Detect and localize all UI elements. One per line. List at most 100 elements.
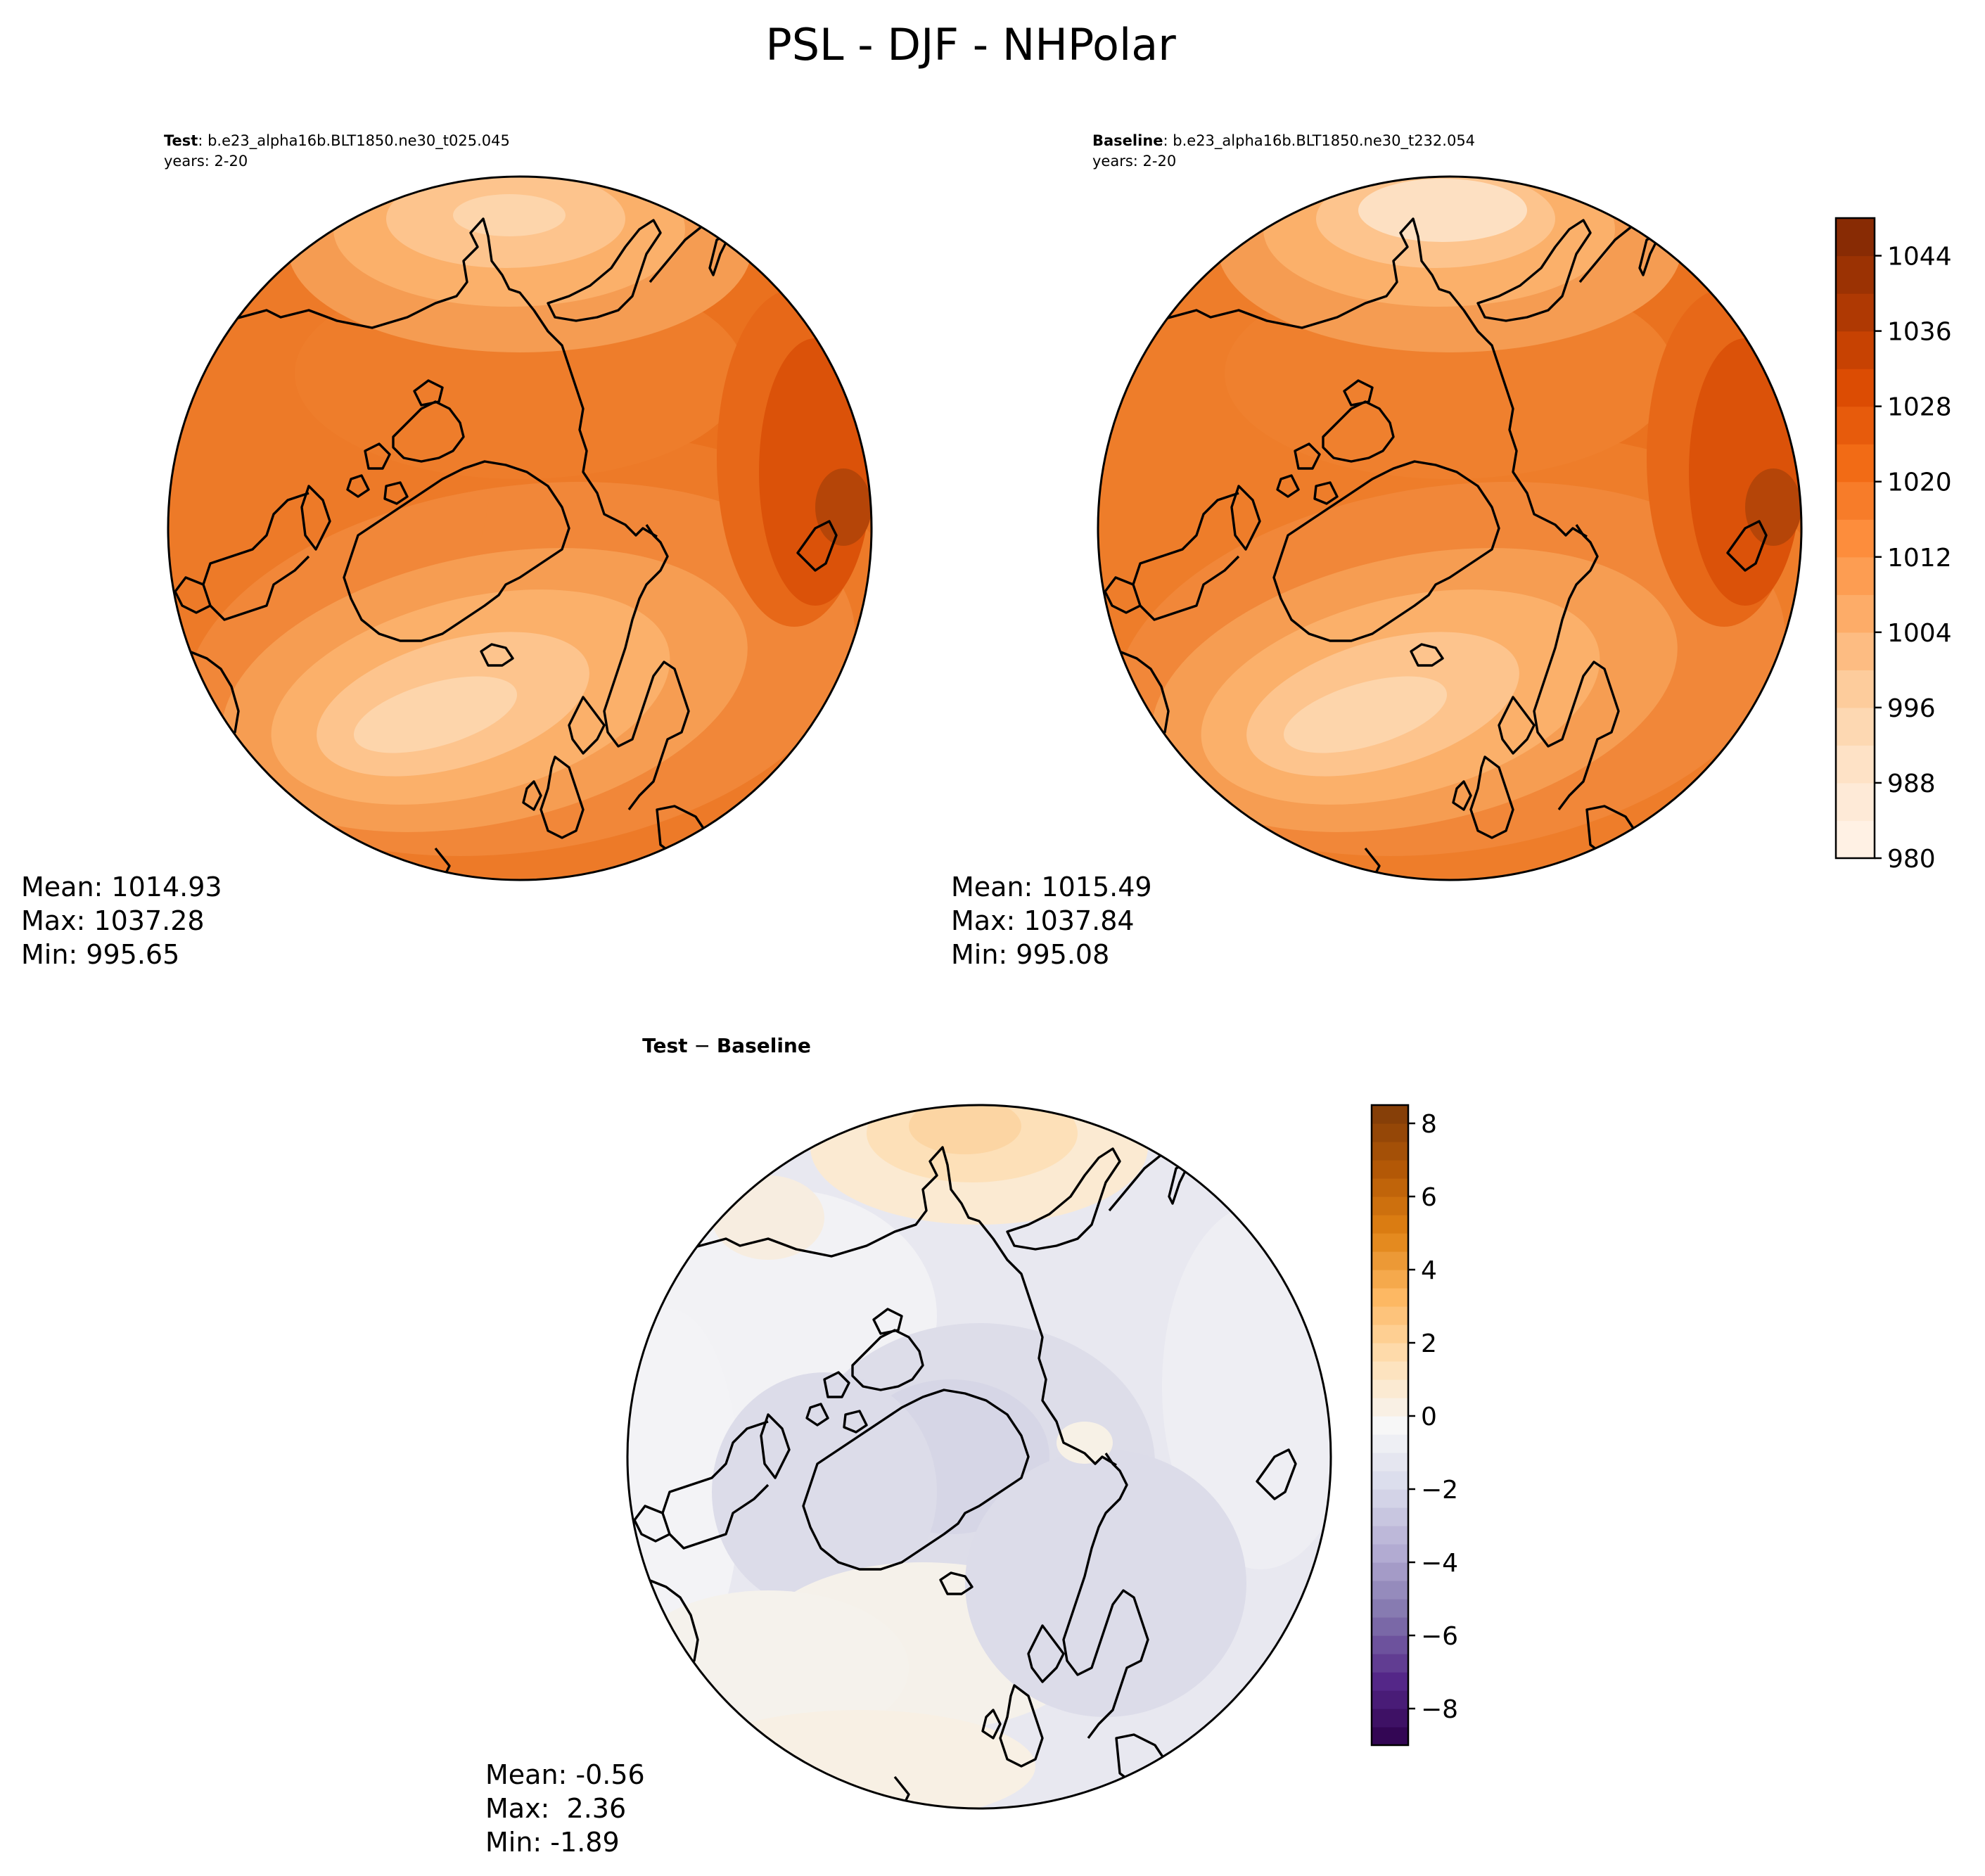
baseline-years: years: 2-20 (1092, 153, 1176, 170)
diff-colorbar-level-band (1372, 1197, 1408, 1215)
psl-colorbar-frame (1834, 217, 1876, 860)
psl-colorbar-level-band (1836, 556, 1875, 595)
diff-colorbar-level-band (1372, 1361, 1408, 1380)
psl-colorbar-level-band (1836, 594, 1875, 633)
diff-colorbar-level-band (1372, 1544, 1408, 1563)
diff-colorbar-level-band (1372, 1251, 1408, 1270)
baseline-min: Min: 995.08 (951, 939, 1109, 970)
diff-max: Max: 2.36 (485, 1793, 626, 1824)
psl-colorbar-level-band (1836, 519, 1875, 558)
psl-colorbar-tick-label: 1044 (1887, 243, 1952, 272)
psl-colorbar-level-band (1836, 255, 1875, 294)
psl-colorbar-level-band (1836, 293, 1875, 332)
baseline-label: Baseline (1092, 132, 1163, 149)
test-stats: Mean: 1014.93 Max: 1037.28 Min: 995.65 (21, 872, 222, 970)
psl-colorbar-tick-label: 1028 (1887, 393, 1952, 422)
difference-map (626, 1104, 1332, 1810)
baseline-max: Max: 1037.84 (951, 905, 1135, 936)
diff-min: Min: -1.89 (485, 1827, 620, 1858)
diff-colorbar-level-band (1372, 1160, 1408, 1179)
diff-colorbar-level-band (1372, 1507, 1408, 1526)
test-map (167, 175, 873, 881)
baseline-mean: Mean: 1015.49 (951, 872, 1152, 902)
psl-colorbar-level-band (1836, 820, 1875, 859)
panel-test: Test: b.e23_alpha16b.BLT1850.ne30_t025.0… (21, 132, 873, 970)
diff-colorbar-tick-label: 8 (1421, 1110, 1437, 1139)
diff-colorbar-level-band (1372, 1142, 1408, 1161)
diff-colorbar-tick-label: 2 (1421, 1329, 1437, 1358)
diff-colorbar-level-band (1372, 1288, 1408, 1307)
psl-colorbar-level-band (1836, 632, 1875, 670)
diff-colorbar-tick-label: −2 (1421, 1476, 1458, 1505)
diff-colorbar-level-band (1372, 1270, 1408, 1289)
test-max: Max: 1037.28 (21, 905, 205, 936)
diff-colorbar-level-band (1372, 1306, 1408, 1325)
diff-colorbar-level-band (1372, 1635, 1408, 1654)
test-case-name: : b.e23_alpha16b.BLT1850.ne30_t025.045 (198, 132, 510, 150)
diff-panel-title: Test − Baseline (642, 1034, 811, 1057)
diff-mean: Mean: -0.56 (485, 1759, 645, 1790)
diff-colorbar-level-band (1372, 1178, 1408, 1197)
diff-colorbar-tick-label: −6 (1421, 1622, 1458, 1651)
diff-colorbar-level-band (1372, 1489, 1408, 1508)
diff-colorbar-level-band (1372, 1617, 1408, 1636)
diff-colorbar-level-band (1372, 1215, 1408, 1234)
psl-colorbar-tick-label: 1012 (1887, 544, 1952, 573)
diff-label-test: Test (642, 1034, 687, 1057)
diff-colorbar-level-band (1372, 1672, 1408, 1691)
psl-colorbar-level-band (1836, 481, 1875, 520)
test-years: years: 2-20 (164, 153, 248, 170)
diff-colorbar-level-band (1372, 1105, 1408, 1124)
psl-colorbar-level-band (1836, 707, 1875, 746)
diff-colorbar-level-band (1372, 1343, 1408, 1362)
panel-difference: Test − Baseline Mean: -0.56 Max: 2.36 Mi… (485, 1034, 1332, 1858)
psl-colorbar-level-band (1836, 444, 1875, 483)
psl-colorbar-tick-label: 1004 (1887, 619, 1952, 648)
panel-baseline: Baseline: b.e23_alpha16b.BLT1850.ne30_t2… (951, 132, 1803, 970)
diff-colorbar-level-band (1372, 1471, 1408, 1490)
diff-colorbar-level-band (1372, 1562, 1408, 1581)
psl-colorbar-tick-label: 988 (1887, 770, 1936, 798)
diff-colorbar-level-band (1372, 1709, 1408, 1728)
diff-colorbar-level-band (1372, 1690, 1408, 1709)
diff-label-minus: − (688, 1034, 717, 1057)
diff-colorbar-tick-label: −8 (1421, 1695, 1458, 1724)
test-min: Min: 995.65 (21, 939, 179, 970)
diff-colorbar-level-band (1372, 1434, 1408, 1453)
test-panel-title: Test: b.e23_alpha16b.BLT1850.ne30_t025.0… (164, 132, 510, 150)
diff-colorbar-level-band (1372, 1654, 1408, 1673)
diff-colorbar-level-band (1372, 1123, 1408, 1142)
psl-colorbar-tick-label: 996 (1887, 694, 1936, 723)
psl-colorbar-level-band (1836, 331, 1875, 369)
test-mean: Mean: 1014.93 (21, 872, 222, 902)
psl-colorbar-level-band (1836, 745, 1875, 784)
psl-colorbar-tick-label: 1020 (1887, 468, 1952, 497)
diff-colorbar-tick-label: −4 (1421, 1549, 1458, 1578)
figure-title: PSL - DJF - NHPolar (765, 19, 1176, 70)
diff-colorbar-level-band (1372, 1416, 1408, 1435)
colorbar-difference: −8 −6 −4 −2 0 2 4 6 8 (1370, 1104, 1458, 1747)
colorbar-psl: 980 988 996 1004 1012 1020 1028 1036 1044 (1834, 217, 1952, 874)
psl-colorbar-level-band (1836, 670, 1875, 708)
psl-colorbar-level-band (1836, 406, 1875, 445)
diff-colorbar-level-band (1372, 1727, 1408, 1746)
psl-colorbar-level-band (1836, 782, 1875, 822)
diff-colorbar-tick-label: 4 (1421, 1256, 1437, 1285)
test-label: Test (164, 132, 198, 149)
psl-colorbar-tick-label: 1036 (1887, 318, 1952, 347)
diff-colorbar-frame (1370, 1104, 1410, 1747)
baseline-stats: Mean: 1015.49 Max: 1037.84 Min: 995.08 (951, 872, 1152, 970)
diff-colorbar-level-band (1372, 1526, 1408, 1545)
diff-colorbar-level-band (1372, 1453, 1408, 1472)
psl-colorbar-tick-label: 980 (1887, 845, 1936, 874)
diff-colorbar-tick-label: 0 (1421, 1403, 1437, 1431)
baseline-case-name: : b.e23_alpha16b.BLT1850.ne30_t232.054 (1163, 132, 1476, 150)
diff-colorbar-tick-label: 6 (1421, 1183, 1437, 1212)
psl-colorbar-level-band (1836, 369, 1875, 407)
diff-colorbar-level-band (1372, 1398, 1408, 1417)
diff-colorbar-level-band (1372, 1581, 1408, 1600)
baseline-panel-title: Baseline: b.e23_alpha16b.BLT1850.ne30_t2… (1092, 132, 1475, 150)
diff-label-baseline: Baseline (717, 1034, 811, 1057)
diff-colorbar-level-band (1372, 1379, 1408, 1398)
